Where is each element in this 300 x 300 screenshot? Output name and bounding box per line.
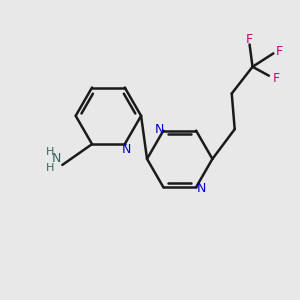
Text: N: N <box>52 152 61 166</box>
Text: H: H <box>46 147 55 157</box>
Text: F: F <box>276 45 283 58</box>
Text: F: F <box>246 33 253 46</box>
Text: N: N <box>197 182 206 195</box>
Text: N: N <box>122 143 131 156</box>
Text: H: H <box>46 163 55 173</box>
Text: N: N <box>155 123 164 136</box>
Text: F: F <box>273 72 280 85</box>
